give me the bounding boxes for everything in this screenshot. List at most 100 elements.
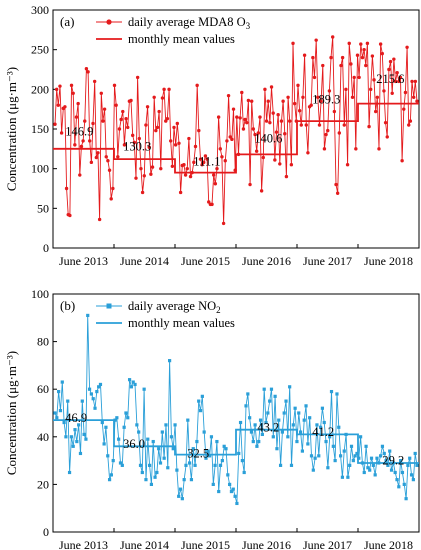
daily-point (380, 444, 385, 448)
daily-point (288, 385, 292, 389)
daily-point (209, 435, 214, 439)
daily-point (109, 197, 113, 201)
daily-point (311, 55, 315, 60)
daily-point (415, 99, 419, 103)
daily-point (76, 101, 80, 106)
daily-point (80, 399, 84, 403)
daily-point (140, 470, 144, 475)
daily-point (271, 435, 275, 439)
daily-point (175, 468, 179, 472)
daily-point (182, 163, 186, 167)
daily-point (86, 70, 90, 74)
panel-label: (b) (60, 298, 75, 313)
daily-point (69, 83, 74, 88)
x-tick-label: June 2018 (364, 254, 413, 268)
daily-point (107, 478, 112, 482)
y-tick-label: 80 (37, 335, 49, 349)
daily-point (53, 411, 57, 415)
x-tick-label: June 2014 (120, 538, 169, 550)
daily-point (119, 117, 123, 122)
daily-point (240, 90, 244, 95)
daily-point (269, 85, 274, 89)
daily-point (231, 107, 236, 111)
daily-point (160, 96, 165, 100)
daily-point (317, 123, 322, 127)
daily-point (116, 155, 120, 159)
daily-point (248, 182, 252, 187)
daily-point (92, 79, 97, 84)
daily-point (165, 116, 170, 121)
daily-point (153, 475, 157, 479)
daily-point (360, 55, 365, 60)
daily-point (330, 35, 335, 39)
daily-point (258, 418, 263, 422)
y-tick-label: 20 (37, 477, 49, 491)
daily-point (392, 57, 396, 61)
daily-point (340, 55, 345, 60)
daily-point (129, 98, 133, 103)
daily-point (155, 470, 159, 475)
daily-point (152, 95, 156, 99)
daily-point (205, 157, 209, 161)
daily-point (400, 470, 405, 475)
daily-point (359, 42, 363, 46)
daily-point (195, 83, 199, 88)
daily-point (411, 478, 415, 482)
daily-point (268, 399, 272, 403)
daily-point (411, 95, 416, 99)
daily-point (354, 147, 358, 151)
daily-point (309, 103, 313, 107)
daily-point (327, 89, 332, 93)
daily-point (173, 423, 177, 427)
daily-series-line (54, 315, 418, 504)
daily-point (127, 378, 132, 382)
daily-point (94, 155, 99, 160)
x-tick-label: June 2013 (59, 254, 108, 268)
mean-value-label: 189.3 (312, 93, 340, 107)
daily-point (202, 430, 206, 434)
daily-point (167, 87, 171, 92)
daily-point (335, 392, 339, 396)
daily-point (66, 399, 70, 403)
daily-point (213, 463, 217, 467)
daily-point (297, 411, 301, 415)
y-tick-label: 250 (31, 43, 49, 57)
daily-point (388, 59, 393, 64)
daily-point (149, 482, 154, 486)
daily-point (54, 87, 59, 92)
daily-point (342, 123, 346, 127)
daily-point (83, 119, 87, 123)
daily-point (324, 132, 328, 137)
daily-point (329, 389, 334, 394)
daily-point (365, 41, 370, 46)
daily-point (223, 159, 227, 163)
daily-point (404, 497, 408, 501)
daily-point (89, 392, 93, 396)
daily-point (220, 155, 224, 159)
daily-point (320, 406, 325, 410)
daily-point (369, 456, 374, 460)
daily-point (347, 41, 351, 46)
daily-point (245, 120, 249, 125)
legend-mean-label: monthly mean values (128, 32, 235, 46)
daily-point (329, 55, 333, 60)
daily-point (253, 423, 257, 427)
daily-point (243, 117, 247, 122)
daily-point (84, 67, 89, 71)
daily-point (355, 53, 360, 57)
daily-point (286, 435, 290, 439)
x-tick-label: June 2013 (59, 538, 108, 550)
daily-point (228, 482, 232, 486)
daily-point (168, 359, 172, 363)
monthly-mean-step-line (53, 102, 419, 174)
daily-point (189, 478, 194, 482)
daily-point (111, 186, 115, 191)
daily-point (111, 459, 115, 463)
daily-point (112, 83, 117, 88)
daily-point (211, 482, 215, 486)
daily-point (364, 63, 368, 68)
daily-point (93, 406, 97, 410)
daily-point (120, 463, 124, 467)
daily-point (250, 99, 254, 103)
